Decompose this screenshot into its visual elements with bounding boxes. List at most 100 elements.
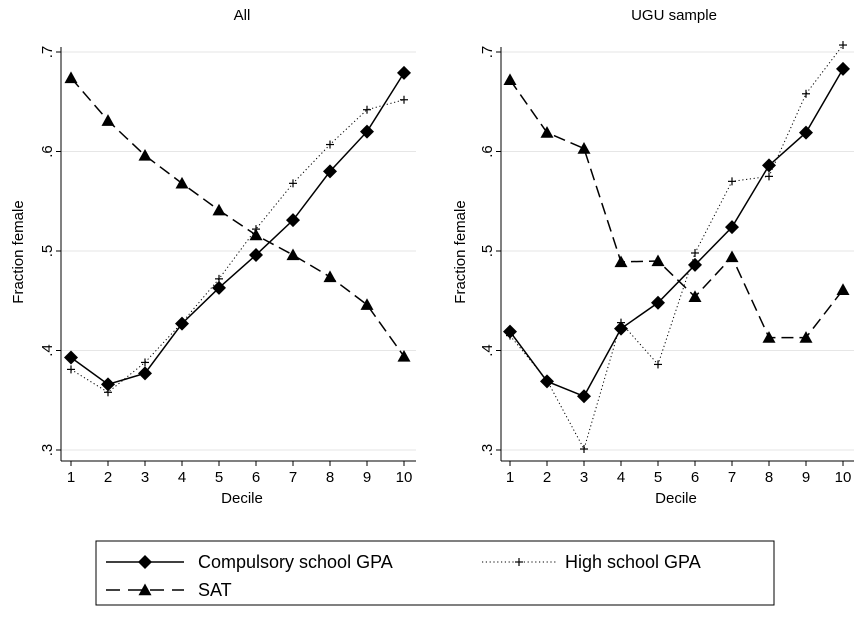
data-point	[286, 248, 300, 261]
data-point	[725, 250, 739, 263]
y-tick-label: .5	[39, 245, 56, 258]
data-point	[360, 298, 374, 310]
x-tick-label: 8	[765, 469, 773, 486]
data-point	[363, 105, 371, 114]
data-point	[688, 257, 702, 272]
legend-label: SAT	[198, 580, 232, 600]
series-high-school-gpa	[506, 41, 847, 454]
data-point	[654, 360, 662, 369]
series-line	[509, 79, 844, 339]
data-point	[580, 445, 588, 454]
data-point	[762, 331, 776, 343]
data-point	[503, 73, 517, 86]
panel-title: UGU sample	[631, 7, 717, 24]
data-point	[212, 203, 226, 216]
legend-marker	[515, 558, 523, 566]
series-compulsory-school-gpa	[503, 61, 850, 404]
data-point	[212, 280, 226, 295]
data-point	[651, 254, 665, 267]
data-point	[614, 255, 628, 268]
legend-item-high-school-gpa: High school GPA	[482, 552, 701, 572]
data-point	[104, 388, 112, 397]
data-point	[101, 377, 115, 392]
x-tick-label: 10	[396, 469, 413, 486]
panel-title: All	[234, 7, 251, 24]
data-point	[326, 140, 334, 149]
y-tick-label: .3	[479, 444, 496, 457]
x-tick-label: 9	[802, 469, 810, 486]
series-line	[509, 44, 844, 451]
data-point	[286, 213, 300, 228]
data-point	[289, 179, 297, 188]
y-tick-label: .6	[479, 145, 496, 158]
legend-item-sat: SAT	[106, 580, 232, 600]
legend: Compulsory school GPA High school GPA SA…	[95, 540, 775, 606]
y-axis-label: Fraction female	[10, 200, 27, 303]
data-point	[688, 290, 702, 302]
y-tick-label: .5	[479, 245, 496, 258]
legend-label: Compulsory school GPA	[198, 552, 393, 572]
data-point	[836, 283, 850, 296]
data-point	[323, 270, 337, 283]
data-point	[839, 41, 847, 50]
x-tick-label: 4	[178, 469, 186, 486]
data-point	[397, 65, 411, 80]
series-line	[70, 77, 405, 357]
legend-item-compulsory-school-gpa: Compulsory school GPA	[106, 552, 393, 572]
data-point	[67, 365, 75, 374]
data-point	[397, 349, 411, 362]
x-tick-label: 9	[363, 469, 371, 486]
data-point	[360, 124, 374, 139]
series-line	[70, 99, 405, 393]
data-point	[799, 331, 813, 343]
data-point	[400, 95, 408, 104]
data-point	[836, 61, 850, 76]
data-point	[323, 164, 337, 179]
data-point	[614, 321, 628, 336]
data-point	[765, 172, 773, 181]
series-sat	[503, 73, 850, 343]
data-point	[506, 331, 514, 340]
data-point	[249, 228, 263, 241]
x-tick-label: 5	[654, 469, 662, 486]
data-point	[577, 142, 591, 154]
data-point	[802, 89, 810, 98]
data-point	[215, 274, 223, 283]
data-point	[64, 71, 78, 84]
x-axis-label: Decile	[655, 490, 697, 507]
legend-marker	[138, 583, 152, 596]
data-point	[691, 248, 699, 257]
y-tick-label: .7	[479, 46, 496, 59]
data-point	[64, 350, 78, 365]
data-point	[543, 376, 551, 385]
x-tick-label: 10	[835, 469, 852, 486]
data-point	[728, 177, 736, 186]
x-tick-label: 6	[252, 469, 260, 486]
x-tick-label: 8	[326, 469, 334, 486]
x-tick-label: 1	[506, 469, 514, 486]
x-tick-label: 3	[580, 469, 588, 486]
x-tick-label: 2	[104, 469, 112, 486]
series-compulsory-school-gpa	[64, 65, 411, 392]
legend-marker	[138, 555, 152, 569]
chart-panel-all: All Fraction female Decile .3 .4 .5 .6 .7 1 2 3…	[10, 7, 416, 507]
y-tick-label: .4	[479, 344, 496, 357]
series-line	[70, 72, 405, 386]
x-tick-label: 3	[141, 469, 149, 486]
data-point	[577, 389, 591, 404]
data-point	[175, 176, 189, 189]
legend-frame	[95, 540, 775, 606]
x-tick-label: 5	[215, 469, 223, 486]
x-axis-label: Decile	[221, 490, 263, 507]
x-tick-label: 7	[289, 469, 297, 486]
data-point	[799, 125, 813, 140]
y-axis-label: Fraction female	[452, 200, 469, 303]
data-point	[138, 366, 152, 381]
chart-panel-ugu-sample: UGU sample Fraction female Decile .3 .4 .5…	[452, 7, 854, 507]
series-high-school-gpa	[67, 95, 408, 397]
series-line	[509, 68, 844, 398]
y-tick-label: .6	[39, 145, 56, 158]
data-point	[249, 247, 263, 262]
